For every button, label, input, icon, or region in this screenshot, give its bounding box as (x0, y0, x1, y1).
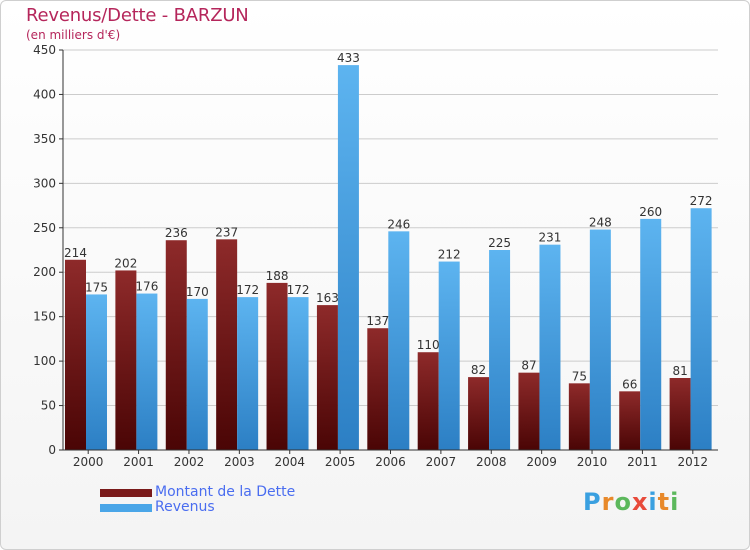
data-label-revenus: 272 (690, 194, 713, 208)
bar-dette (518, 372, 540, 450)
bar-revenus (237, 297, 259, 450)
x-tick-label: 2006 (375, 455, 406, 469)
y-tick-label: 50 (41, 399, 56, 413)
chart-title: Revenus/Dette - BARZUN (26, 5, 249, 26)
y-tick-label: 100 (33, 354, 56, 368)
bar-dette (165, 240, 187, 450)
legend-label-dette: Montant de la Dette (155, 484, 296, 500)
x-tick-label: 2010 (577, 455, 608, 469)
axes: 0 50 100 150 200 250 300 350 400 450 2000 2001 2002 2… (33, 43, 718, 469)
data-label-revenus: 172 (236, 283, 259, 297)
data-label-dette: 236 (165, 226, 188, 240)
data-label-revenus: 260 (639, 205, 662, 219)
bar-revenus (337, 65, 359, 450)
data-label-dette: 237 (215, 225, 238, 239)
data-label-dette: 81 (672, 364, 687, 378)
bar-dette (468, 377, 490, 450)
bar-revenus (640, 218, 662, 450)
bar-dette (367, 328, 389, 450)
legend-label-revenus: Revenus (155, 499, 215, 515)
logo-letter: i (648, 488, 658, 516)
data-label-revenus: 248 (589, 216, 612, 230)
bar-revenus (489, 250, 511, 450)
data-label-dette: 188 (266, 269, 289, 283)
data-label-dette: 87 (521, 359, 536, 373)
x-tick-label: 2009 (526, 455, 557, 469)
bar-dette (619, 391, 641, 450)
x-tick-label: 2005 (325, 455, 356, 469)
logo-letter: r (601, 488, 615, 516)
data-label-revenus: 212 (438, 248, 461, 262)
data-label-revenus: 231 (539, 231, 562, 245)
data-label-revenus: 225 (488, 236, 511, 250)
data-label-dette: 110 (417, 338, 440, 352)
data-label-dette: 75 (572, 369, 587, 383)
data-label-dette: 214 (64, 246, 87, 260)
legend-swatch-revenus (100, 504, 152, 512)
data-label-revenus: 433 (337, 51, 360, 65)
bar-revenus (186, 298, 208, 450)
bar-dette (316, 305, 338, 450)
bar-dette (266, 282, 288, 450)
x-tick-label: 2007 (426, 455, 457, 469)
y-tick-label: 150 (33, 310, 56, 324)
logo-letter: i (670, 488, 680, 516)
bar-revenus (539, 244, 561, 450)
bar-revenus (86, 294, 107, 450)
bar-revenus (287, 297, 309, 450)
bar-revenus (388, 231, 410, 450)
y-tick-label: 250 (33, 221, 56, 235)
data-label-dette: 202 (114, 256, 137, 270)
bar-dette (417, 352, 439, 450)
x-tick-label: 2003 (224, 455, 255, 469)
y-tick-label: 400 (33, 87, 56, 101)
x-tick-label: 2011 (627, 455, 658, 469)
x-tick-label: 2012 (678, 455, 709, 469)
x-tick-label: 2002 (174, 455, 205, 469)
y-tick-label: 0 (48, 443, 56, 457)
x-tick-label: 2000 (73, 455, 104, 469)
x-tick-label: 2001 (123, 455, 154, 469)
y-tick-label: 450 (33, 43, 56, 57)
bar-dette (568, 383, 590, 450)
x-tick-label: 2008 (476, 455, 507, 469)
bar-dette (115, 270, 137, 450)
data-label-dette: 137 (366, 314, 389, 328)
data-label-dette: 82 (471, 363, 486, 377)
x-tick-label: 2004 (274, 455, 305, 469)
data-label-revenus: 175 (85, 280, 108, 294)
legend-swatch-dette (100, 489, 152, 497)
bar-dette (669, 378, 691, 450)
data-label-dette: 163 (316, 291, 339, 305)
data-label-revenus: 246 (387, 217, 410, 231)
bars (65, 65, 712, 450)
logo-letter: x (631, 488, 649, 516)
bar-revenus (690, 208, 712, 450)
logo-letter: o (614, 488, 632, 516)
bar-revenus (136, 293, 158, 450)
data-labels: 2141752021762361702371721881721634331372… (64, 51, 713, 391)
data-label-revenus: 176 (135, 280, 158, 294)
bar-dette (65, 259, 86, 450)
logo-letter: P (583, 488, 602, 516)
data-label-dette: 66 (622, 377, 637, 391)
bar-revenus (438, 261, 460, 450)
y-tick-label: 200 (33, 265, 56, 279)
y-tick-label: 350 (33, 132, 56, 146)
bar-revenus (589, 229, 611, 450)
data-label-revenus: 172 (287, 283, 310, 297)
logo-letter: t (657, 488, 671, 516)
data-label-revenus: 170 (186, 285, 209, 299)
proxiti-logo: Proxiti (583, 488, 679, 516)
y-tick-label: 300 (33, 176, 56, 190)
chart-subtitle: (en milliers d'€) (26, 28, 121, 42)
bar-dette (216, 239, 238, 450)
